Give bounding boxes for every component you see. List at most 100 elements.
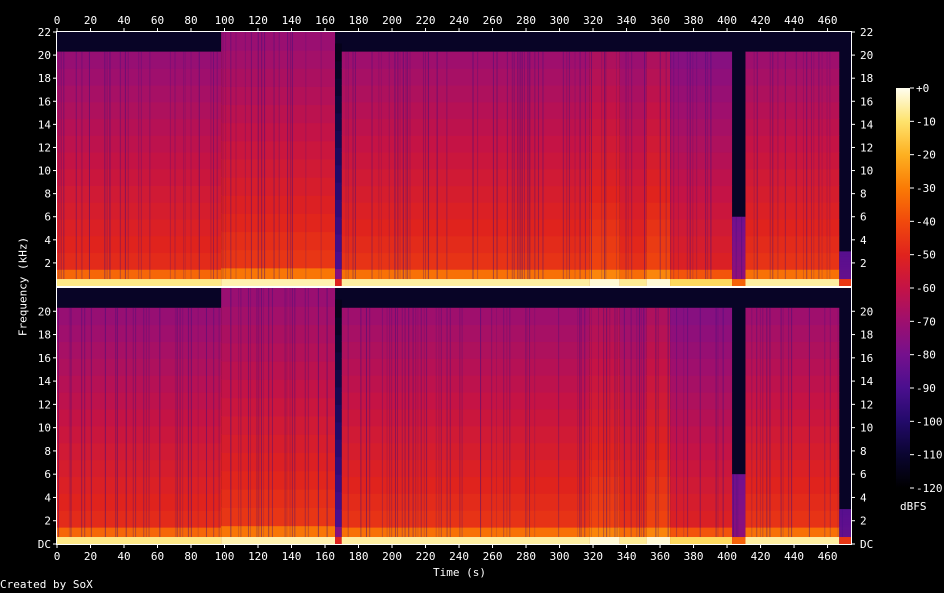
x-tick-label-top: 460 — [818, 14, 838, 27]
x-tick-label-top: 400 — [717, 14, 737, 27]
spectrum-band — [670, 442, 733, 461]
transient-stripe — [791, 307, 793, 544]
bass-floor — [619, 537, 647, 544]
transient-stripe — [705, 51, 707, 286]
spectrum-band — [57, 219, 222, 237]
spectrum-band — [646, 409, 671, 427]
spectrum-band — [57, 392, 222, 410]
bass-floor — [589, 279, 620, 286]
spectrum-band — [341, 101, 590, 120]
transient-stripe — [614, 307, 616, 544]
transient-stripe — [696, 51, 698, 286]
spectrum-band — [732, 261, 746, 267]
spectrum-band — [57, 459, 222, 478]
spectrum-band — [646, 118, 671, 136]
spectrum-band — [589, 341, 620, 359]
spectrum-band — [57, 152, 222, 170]
transient-stripe — [238, 288, 240, 544]
transient-stripe — [756, 51, 758, 286]
transient-stripe — [759, 307, 761, 544]
transient-stripe — [824, 307, 826, 544]
transient-stripe — [260, 288, 262, 544]
transient-stripe — [422, 51, 424, 286]
transient-stripe — [183, 51, 185, 286]
bass-floor — [839, 537, 851, 544]
spectrum-band — [341, 202, 590, 220]
y-tick-label-right: 12 — [860, 141, 873, 154]
transient-stripe — [104, 307, 106, 544]
spectrum-band — [839, 509, 851, 513]
spectrum-band — [839, 253, 851, 257]
transient-stripe — [606, 307, 608, 544]
spectrum-band — [732, 241, 746, 247]
spectrum-band — [745, 392, 840, 410]
spectrum-band — [619, 101, 647, 120]
colorbar-tick-label: -70 — [916, 315, 936, 328]
y-tick-label-right: 2 — [860, 515, 867, 528]
spectrum-band — [745, 168, 840, 187]
transient-stripe — [692, 51, 694, 286]
x-tick-label-top: 0 — [54, 14, 61, 27]
spectrum-band — [221, 195, 336, 214]
transient-stripe — [574, 51, 576, 286]
spectrum-band — [221, 159, 336, 178]
transient-stripe — [210, 51, 212, 286]
transient-stripe — [420, 307, 422, 544]
spectrum-band — [341, 425, 590, 444]
transient-stripe — [603, 307, 605, 544]
spectrum-band — [745, 235, 840, 254]
spectrum-band — [57, 68, 222, 86]
spectrum-band — [221, 470, 336, 490]
transient-stripe — [829, 307, 831, 544]
transient-stripe — [526, 307, 528, 544]
spectrum-band — [589, 168, 620, 187]
spectrum-band — [341, 358, 590, 376]
x-tick-label-bottom: 340 — [617, 550, 637, 563]
spectrum-band — [341, 135, 590, 153]
y-axis-label: Frequency (kHz) — [16, 236, 30, 337]
spectrum-band — [619, 375, 647, 393]
spectrum-band — [839, 273, 851, 277]
spectrum-band — [745, 307, 840, 326]
transient-stripe — [138, 51, 140, 286]
transient-stripe — [829, 51, 831, 286]
spectrum-band — [619, 341, 647, 359]
spectrum-band — [589, 85, 620, 103]
spectrum-band — [335, 386, 342, 405]
x-tick-label-bottom: 60 — [151, 550, 164, 563]
spectrum-band — [221, 86, 336, 106]
spectrum-band — [589, 235, 620, 254]
bass-floor — [221, 537, 336, 544]
spectrum-band — [646, 392, 671, 410]
bass-floor — [341, 279, 590, 286]
colorbar-tick-label: -80 — [916, 349, 936, 362]
transient-stripe — [521, 51, 523, 286]
y-tick-label: 20 — [38, 305, 51, 318]
transient-stripe — [261, 32, 263, 286]
transient-stripe — [616, 307, 618, 544]
transient-stripe — [509, 307, 511, 544]
transient-stripe — [84, 307, 86, 544]
y-tick-label-right: 14 — [860, 375, 874, 388]
transient-stripe — [198, 51, 200, 286]
transient-stripe — [491, 307, 493, 544]
x-tick-label-top: 340 — [617, 14, 637, 27]
spectrum-band — [221, 140, 336, 160]
spectrum-band — [646, 51, 671, 69]
transient-stripe — [699, 307, 701, 544]
spectrum-band — [335, 474, 342, 493]
spectrum-band — [221, 306, 336, 326]
spectrum-band — [221, 231, 336, 251]
transient-stripe — [222, 32, 224, 286]
spectrum-band — [646, 341, 671, 359]
transient-stripe — [386, 307, 388, 544]
bass-floor — [839, 279, 851, 286]
spectrum-band — [670, 118, 733, 136]
spectrum-band — [745, 459, 840, 478]
x-tick-label-top: 420 — [751, 14, 771, 27]
spectrum-band — [589, 375, 620, 393]
spectrum-band — [670, 185, 733, 203]
bass-floor — [619, 279, 647, 286]
transient-stripe — [777, 51, 779, 286]
transient-stripe — [604, 51, 606, 286]
